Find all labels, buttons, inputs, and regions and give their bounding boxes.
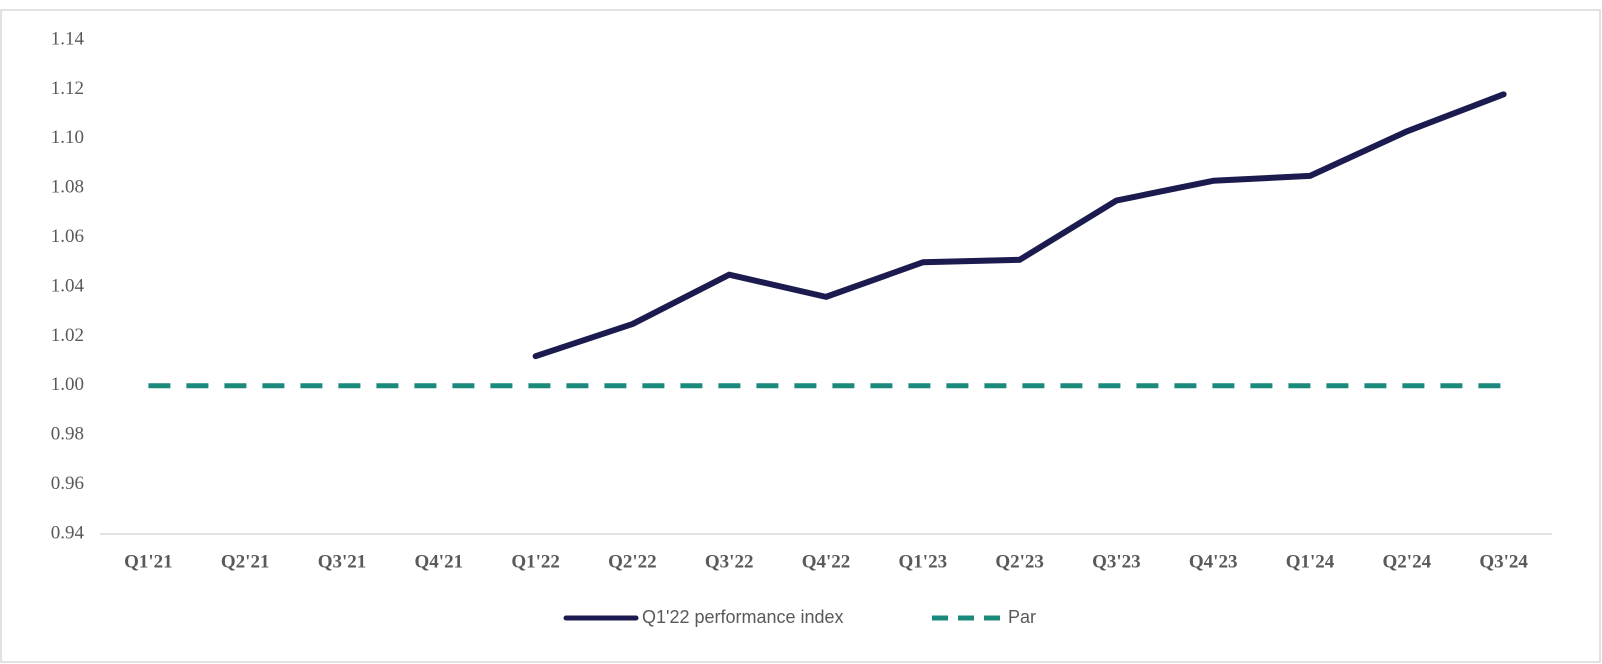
y-tick-label: 0.96 [51,473,84,494]
chart-frame [0,9,1601,663]
y-tick-label: 1.12 [51,78,84,99]
x-tick-label: Q3'21 [318,551,367,572]
x-tick-label: Q1'22 [511,551,560,572]
y-tick-label: 1.02 [51,325,84,346]
legend-label: Par [1008,607,1036,627]
y-tick-label: 1.04 [51,275,85,296]
legend-label: Q1'22 performance index [642,607,844,627]
y-tick-label: 1.08 [51,177,84,198]
x-tick-label: Q2'21 [221,551,270,572]
x-tick-label: Q4'22 [802,551,851,572]
y-tick-label: 1.06 [51,226,84,247]
y-tick-label: 0.94 [51,522,85,543]
x-tick-label: Q1'24 [1286,551,1335,572]
x-tick-label: Q2'22 [608,551,657,572]
y-tick-label: 0.98 [51,424,84,445]
x-tick-label: Q3'23 [1092,551,1141,572]
y-tick-label: 1.10 [51,127,84,148]
x-tick-label: Q4'21 [415,551,464,572]
y-tick-label: 1.14 [51,28,85,49]
series-line [532,91,1507,360]
x-tick-label: Q4'23 [1189,551,1238,572]
y-tick-label: 1.00 [51,374,84,395]
x-tick-label: Q1'23 [899,551,948,572]
x-tick-label: Q2'24 [1383,551,1432,572]
x-tick-label: Q1'21 [124,551,173,572]
x-tick-label: Q3'22 [705,551,754,572]
x-tick-label: Q2'23 [995,551,1044,572]
x-tick-label: Q3'24 [1479,551,1528,572]
